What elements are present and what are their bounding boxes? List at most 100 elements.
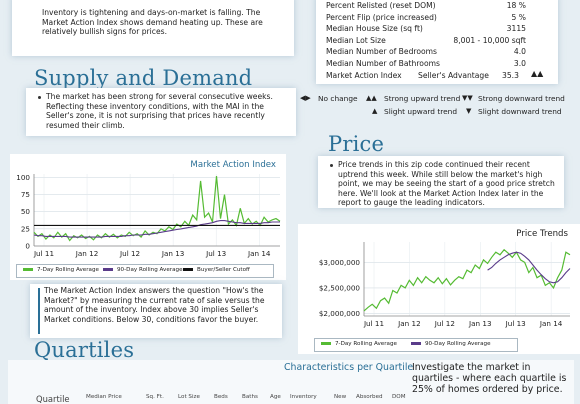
trend-legend: ◀▶ No change ▲▲ Strong upward trend ▼▼ S…: [296, 92, 580, 120]
price-legend: 7-Day Rolling Average 90-Day Rolling Ave…: [314, 338, 518, 352]
stat-value: 3115: [506, 24, 526, 34]
stat-value: 4.0: [513, 47, 526, 57]
quartile-column-header: Age: [270, 394, 281, 400]
double-up-arrow-icon: ▲▲: [531, 69, 544, 78]
stat-row: Median House Size (sq ft) 3115: [326, 23, 526, 35]
price-chart-panel: Price Trends $2,000,000 $2,500,000 $3,000,…: [298, 224, 580, 354]
y-tick-label: 0: [25, 242, 30, 251]
price-legend-item-90day: 90-Day Rolling Average: [411, 341, 491, 347]
mai-legend-item-7day: 7-Day Rolling Average: [23, 267, 99, 273]
price-chart: Price Trends $2,000,000 $2,500,000 $3,000,…: [319, 229, 571, 328]
quartile-column-header: DOM: [392, 394, 406, 400]
no-change-label: No change: [318, 94, 358, 103]
strong-down-label: Strong downward trend: [478, 94, 565, 103]
mai-legend-item-90day: 90-Day Rolling Average: [103, 267, 183, 273]
mai-chart-panel: Market Action Index 0 25 50 75 100 Jul 11 Jan …: [10, 154, 286, 280]
stat-label: Median Number of Bathrooms: [326, 59, 440, 68]
supply-demand-heading: Supply and Demand: [34, 66, 253, 90]
stat-row: Percent Flip (price increased) 5 %: [326, 12, 526, 24]
mai-legend: 7-Day Rolling Average 90-Day Rolling Ave…: [16, 264, 274, 278]
mai-legend-item-cutoff: Buyer/Seller Cutoff: [183, 267, 250, 273]
quartiles-text: Investigate the market in quartiles - wh…: [412, 362, 567, 395]
bullet-icon: [330, 164, 333, 167]
stat-label: Median House Size (sq ft): [326, 24, 423, 34]
price-chart-title: Price Trends: [516, 229, 568, 239]
stat-row: Median Number of Bedrooms 4.0: [326, 46, 526, 58]
mai-row: Market Action Index Seller's Advantage 3…: [326, 69, 554, 82]
bullet-icon: [38, 96, 41, 99]
mai-value: 35.3: [502, 71, 519, 80]
intro-text: Inventory is tightening and days-on-mark…: [42, 8, 263, 37]
mai-note-bar: [38, 288, 40, 334]
characteristics-title: Characteristics per Quartile: [284, 362, 414, 373]
quartiles-panel: Characteristics per Quartile Investigate…: [8, 360, 574, 404]
mai-chart: Market Action Index 0 25 50 75 100 Jul 11 Jan …: [16, 160, 281, 258]
mai-chart-title: Market Action Index: [190, 160, 276, 170]
quartile-column-header: New: [334, 394, 347, 400]
x-tick-label: Jul 12: [119, 249, 140, 258]
strong-down-icon: ▼▼: [462, 94, 473, 102]
x-tick-label: Jul 11: [33, 249, 54, 258]
x-tick-label: Jan 12: [397, 319, 421, 328]
stat-value: 8,001 - 10,000 sqft: [453, 35, 526, 45]
quartile-column-header: Inventory: [290, 394, 317, 400]
series-line-7-day-rolling-average: [33, 176, 281, 242]
price-heading: Price: [328, 132, 385, 156]
y-tick-label: $3,000,000: [319, 258, 361, 267]
stat-value: 5 %: [511, 12, 526, 22]
quartile-column-header: Lot Size: [178, 394, 200, 400]
supply-demand-panel: The market has been strong for several c…: [26, 88, 296, 136]
series-line-7-day-rolling-average: [363, 248, 571, 312]
x-tick-label: Jan 14: [539, 319, 563, 328]
x-tick-label: Jan 13: [161, 249, 185, 258]
mai-status: Seller's Advantage: [418, 71, 489, 80]
stat-label: Median Lot Size: [326, 35, 386, 45]
quartile-column-header: Quartile: [36, 394, 70, 404]
stat-row: Median Lot Size 8,001 - 10,000 sqft: [326, 35, 526, 47]
quartile-column-header: Beds: [214, 394, 228, 400]
slight-up-label: Slight upward trend: [384, 107, 458, 116]
x-tick-label: Jul 12: [434, 319, 455, 328]
stat-label: Median Number of Bedrooms: [326, 47, 437, 57]
x-tick-label: Jul 11: [363, 319, 384, 328]
series-line-90-day-rolling-average: [487, 251, 571, 284]
x-tick-label: Jan 14: [247, 249, 271, 258]
x-tick-label: Jan 12: [75, 249, 99, 258]
y-tick-label: 100: [16, 173, 30, 182]
stat-value: 3.0: [513, 59, 526, 68]
x-tick-label: Jan 13: [468, 319, 492, 328]
series-line-90-day-rolling-average: [33, 220, 280, 238]
slight-up-icon: ▲: [372, 107, 378, 115]
y-tick-label: $2,000,000: [319, 309, 361, 318]
stat-label: Percent Relisted (reset DOM): [326, 1, 436, 10]
quartiles-table-header: Quartile Median Price Sq. Ft. Lot Size Beds B…: [36, 394, 416, 404]
stat-row: Percent Relisted (reset DOM) 18 %: [326, 0, 526, 12]
y-tick-label: 75: [21, 190, 30, 199]
quartile-column-header: Baths: [242, 394, 258, 400]
supply-demand-text: The market has been strong for several c…: [46, 92, 273, 130]
quartiles-heading: Quartiles: [34, 338, 135, 362]
strong-up-label: Strong upward trend: [384, 94, 461, 103]
price-panel: Price trends in this zip code continued …: [318, 156, 564, 208]
x-tick-label: Jul 13: [205, 249, 226, 258]
mai-label: Market Action Index: [326, 71, 402, 80]
quartile-column-header: Absorbed: [356, 394, 383, 400]
stat-label: Percent Flip (price increased): [326, 12, 437, 22]
stats-panel: Percent Relisted (reset DOM) 18 % Percent …: [316, 0, 558, 84]
quartile-column-header: Median Price: [86, 394, 122, 400]
stat-row: Median Number of Bathrooms 3.0: [326, 58, 526, 70]
stats-table: Percent Relisted (reset DOM) 18 % Percent …: [326, 0, 526, 80]
strong-up-icon: ▲▲: [366, 94, 377, 102]
slight-down-icon: ▼: [466, 107, 472, 115]
y-tick-label: $2,500,000: [319, 283, 361, 292]
price-text: Price trends in this zip code continued …: [338, 160, 555, 208]
slight-down-label: Slight downward trend: [478, 107, 562, 116]
x-tick-label: Jul 13: [505, 319, 526, 328]
y-tick-label: 25: [21, 224, 30, 233]
quartile-column-header: Sq. Ft.: [146, 394, 164, 400]
intro-panel: Inventory is tightening and days-on-mark…: [12, 0, 294, 56]
mai-note-panel: The Market Action Index answers the ques…: [30, 284, 282, 338]
price-legend-item-7day: 7-Day Rolling Average: [321, 341, 397, 347]
no-change-icon: ◀▶: [300, 94, 311, 102]
y-tick-label: 50: [21, 207, 31, 216]
